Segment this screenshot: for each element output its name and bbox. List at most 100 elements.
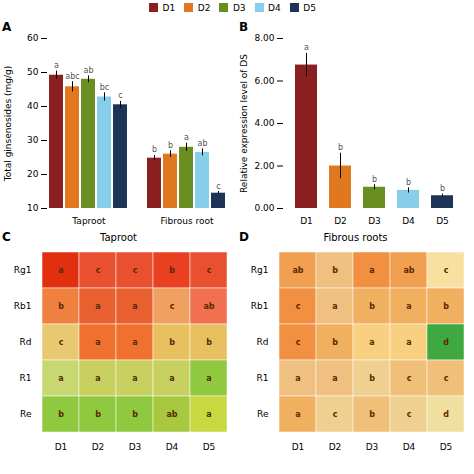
svg-text:b: b <box>58 302 64 311</box>
svg-text:b: b <box>169 338 175 347</box>
svg-text:2.00: 2.00 <box>254 161 274 171</box>
svg-text:ab: ab <box>198 139 208 148</box>
svg-text:Fibrous root: Fibrous root <box>160 216 214 226</box>
svg-text:c: c <box>444 266 449 275</box>
svg-text:b: b <box>332 338 338 347</box>
svg-text:a: a <box>295 374 300 383</box>
svg-text:Re: Re <box>257 409 269 419</box>
svg-text:b: b <box>440 184 445 193</box>
svg-text:Rd: Rd <box>20 337 32 347</box>
svg-text:a: a <box>332 302 337 311</box>
svg-text:d: d <box>443 338 449 347</box>
svg-text:30: 30 <box>27 135 39 145</box>
svg-text:b: b <box>443 302 449 311</box>
svg-text:20: 20 <box>27 169 39 179</box>
svg-text:b: b <box>168 141 173 150</box>
svg-text:6.00: 6.00 <box>254 76 274 86</box>
svg-text:a: a <box>132 338 137 347</box>
svg-text:Relative expression level of D: Relative expression level of DS <box>239 54 249 193</box>
svg-text:c: c <box>444 374 449 383</box>
svg-text:Taproot: Taproot <box>71 216 106 226</box>
svg-text:ab: ab <box>292 266 303 275</box>
svg-text:d: d <box>443 410 449 419</box>
svg-text:D5: D5 <box>436 216 449 226</box>
svg-text:8.00: 8.00 <box>254 33 274 43</box>
svg-text:bc: bc <box>100 83 109 92</box>
svg-text:a: a <box>369 338 374 347</box>
svg-text:ab: ab <box>403 266 414 275</box>
svg-text:c: c <box>407 374 412 383</box>
svg-text:c: c <box>407 410 412 419</box>
svg-text:Re: Re <box>20 409 32 419</box>
svg-text:D4: D4 <box>403 442 416 452</box>
svg-text:b: b <box>369 410 375 419</box>
svg-text:60: 60 <box>27 33 39 43</box>
svg-text:c: c <box>59 338 64 347</box>
svg-text:a: a <box>406 338 411 347</box>
svg-text:D3: D3 <box>366 442 379 452</box>
svg-text:a: a <box>95 374 100 383</box>
svg-text:D2: D2 <box>92 442 105 452</box>
svg-text:10: 10 <box>27 203 39 213</box>
svg-text:b: b <box>372 175 377 184</box>
svg-text:c: c <box>133 266 138 275</box>
svg-text:c: c <box>296 302 301 311</box>
svg-text:a: a <box>132 374 137 383</box>
svg-text:D4: D4 <box>402 216 415 226</box>
svg-text:a: a <box>369 266 374 275</box>
svg-text:a: a <box>54 61 59 70</box>
svg-text:b: b <box>369 374 375 383</box>
svg-text:Rg1: Rg1 <box>14 265 32 275</box>
svg-text:a: a <box>206 374 211 383</box>
svg-text:40: 40 <box>27 101 39 111</box>
svg-text:R1: R1 <box>257 373 269 383</box>
svg-text:a: a <box>169 374 174 383</box>
svg-text:0.00: 0.00 <box>254 203 274 213</box>
svg-text:a: a <box>58 266 63 275</box>
svg-text:D1: D1 <box>292 442 305 452</box>
svg-text:b: b <box>58 410 64 419</box>
svg-text:ab: ab <box>203 302 214 311</box>
svg-text:a: a <box>58 374 63 383</box>
svg-text:4.00: 4.00 <box>254 118 274 128</box>
svg-text:c: c <box>96 266 101 275</box>
svg-text:Rb1: Rb1 <box>14 301 32 311</box>
svg-text:50: 50 <box>27 67 39 77</box>
svg-text:a: a <box>406 302 411 311</box>
svg-text:Rd: Rd <box>257 337 269 347</box>
svg-text:Rb1: Rb1 <box>251 301 269 311</box>
svg-text:D5: D5 <box>203 442 216 452</box>
svg-text:a: a <box>95 338 100 347</box>
svg-text:a: a <box>206 410 211 419</box>
svg-text:D1: D1 <box>300 216 313 226</box>
svg-text:ab: ab <box>84 66 94 75</box>
svg-text:b: b <box>406 178 411 187</box>
svg-text:c: c <box>118 91 122 100</box>
svg-text:b: b <box>332 266 338 275</box>
svg-text:D5: D5 <box>440 442 453 452</box>
svg-text:c: c <box>207 266 212 275</box>
svg-text:abc: abc <box>65 72 79 81</box>
svg-text:a: a <box>332 374 337 383</box>
svg-text:b: b <box>132 410 138 419</box>
svg-text:a: a <box>295 410 300 419</box>
svg-text:b: b <box>338 143 343 152</box>
svg-text:R1: R1 <box>20 373 32 383</box>
svg-text:D3: D3 <box>129 442 142 452</box>
svg-text:ab: ab <box>166 410 177 419</box>
svg-text:c: c <box>296 338 301 347</box>
svg-text:b: b <box>369 302 375 311</box>
svg-text:a: a <box>95 302 100 311</box>
svg-text:b: b <box>152 145 157 154</box>
svg-text:c: c <box>333 410 338 419</box>
svg-text:D4: D4 <box>166 442 179 452</box>
svg-text:b: b <box>206 338 212 347</box>
svg-text:Rg1: Rg1 <box>251 265 269 275</box>
svg-text:D3: D3 <box>368 216 381 226</box>
svg-text:b: b <box>95 410 101 419</box>
svg-text:a: a <box>132 302 137 311</box>
svg-text:b: b <box>169 266 175 275</box>
svg-text:a: a <box>184 133 189 142</box>
svg-text:D2: D2 <box>334 216 347 226</box>
svg-text:a: a <box>304 43 309 52</box>
